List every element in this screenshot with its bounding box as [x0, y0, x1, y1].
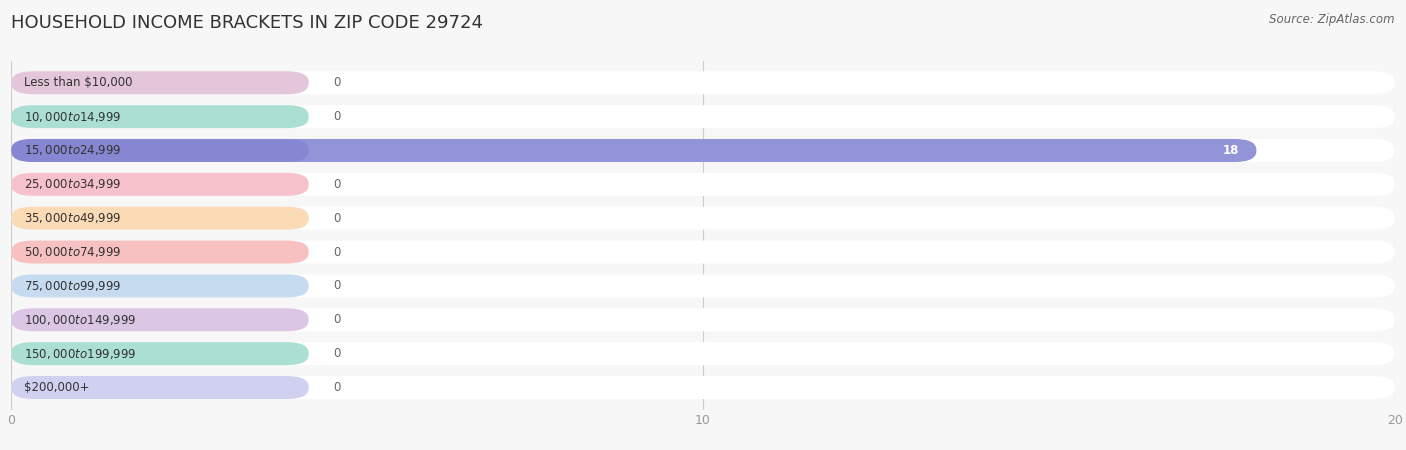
Text: $100,000 to $149,999: $100,000 to $149,999	[24, 313, 136, 327]
FancyBboxPatch shape	[11, 342, 1395, 365]
FancyBboxPatch shape	[11, 105, 309, 128]
Text: Source: ZipAtlas.com: Source: ZipAtlas.com	[1270, 14, 1395, 27]
FancyBboxPatch shape	[11, 376, 309, 399]
FancyBboxPatch shape	[11, 173, 1395, 196]
Text: $25,000 to $34,999: $25,000 to $34,999	[24, 177, 121, 191]
Text: 0: 0	[333, 381, 340, 394]
Text: 0: 0	[333, 279, 340, 292]
FancyBboxPatch shape	[11, 71, 1395, 94]
FancyBboxPatch shape	[11, 207, 1395, 230]
FancyBboxPatch shape	[11, 71, 309, 94]
Text: $50,000 to $74,999: $50,000 to $74,999	[24, 245, 121, 259]
Text: 0: 0	[333, 76, 340, 89]
Text: Less than $10,000: Less than $10,000	[24, 76, 132, 89]
Text: $75,000 to $99,999: $75,000 to $99,999	[24, 279, 121, 293]
FancyBboxPatch shape	[11, 241, 1395, 264]
Text: $150,000 to $199,999: $150,000 to $199,999	[24, 346, 136, 360]
FancyBboxPatch shape	[11, 274, 309, 297]
Text: 0: 0	[333, 347, 340, 360]
Text: 0: 0	[333, 178, 340, 191]
Text: HOUSEHOLD INCOME BRACKETS IN ZIP CODE 29724: HOUSEHOLD INCOME BRACKETS IN ZIP CODE 29…	[11, 14, 484, 32]
FancyBboxPatch shape	[11, 342, 309, 365]
FancyBboxPatch shape	[11, 274, 1395, 297]
FancyBboxPatch shape	[11, 139, 309, 162]
Text: $200,000+: $200,000+	[24, 381, 89, 394]
Text: 0: 0	[333, 246, 340, 259]
Text: 0: 0	[333, 313, 340, 326]
FancyBboxPatch shape	[11, 308, 1395, 331]
FancyBboxPatch shape	[11, 207, 309, 230]
Text: 0: 0	[333, 212, 340, 225]
Text: 18: 18	[1223, 144, 1239, 157]
Text: $35,000 to $49,999: $35,000 to $49,999	[24, 211, 121, 225]
Text: 0: 0	[333, 110, 340, 123]
Text: $15,000 to $24,999: $15,000 to $24,999	[24, 144, 121, 158]
FancyBboxPatch shape	[11, 105, 1395, 128]
FancyBboxPatch shape	[11, 139, 1257, 162]
FancyBboxPatch shape	[11, 173, 309, 196]
FancyBboxPatch shape	[11, 139, 1395, 162]
FancyBboxPatch shape	[11, 241, 309, 264]
FancyBboxPatch shape	[11, 308, 309, 331]
FancyBboxPatch shape	[11, 376, 1395, 399]
Text: $10,000 to $14,999: $10,000 to $14,999	[24, 110, 121, 124]
